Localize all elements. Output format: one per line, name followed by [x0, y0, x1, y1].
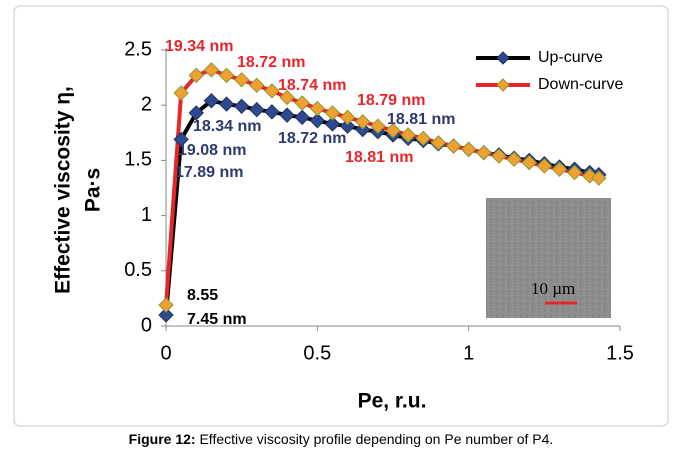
marker [385, 122, 401, 139]
marker [158, 297, 174, 313]
marker [264, 83, 280, 99]
annotation: 18.72 nm [237, 54, 305, 71]
marker [203, 93, 220, 109]
marker [218, 67, 235, 84]
y-axis-label: Pa·s [82, 168, 105, 212]
marker [173, 131, 189, 148]
marker [591, 170, 607, 186]
marker [415, 130, 431, 147]
marker [294, 109, 310, 126]
annotation: 18.34 nm [193, 118, 261, 135]
marker [339, 118, 356, 134]
annotation: 7.45 nm [187, 311, 247, 328]
inset-label: 10 µm [531, 279, 575, 298]
inset-image [486, 198, 611, 318]
marker [400, 127, 416, 143]
marker [324, 116, 341, 132]
marker [491, 148, 507, 164]
marker [355, 121, 371, 138]
marker [521, 154, 537, 171]
marker [506, 151, 522, 168]
marker [294, 95, 310, 111]
frame [13, 5, 669, 427]
marker [249, 77, 265, 94]
y-tick-label: 2 [141, 93, 152, 115]
marker [264, 104, 280, 120]
marker [324, 105, 341, 121]
annotation: 8.55 [187, 287, 218, 304]
annotation: 19.08 nm [178, 142, 246, 159]
x-tick-label: 1 [463, 342, 474, 364]
marker [460, 141, 477, 158]
x-tick-label: 1.5 [606, 342, 634, 364]
annotation: 19.34 nm [165, 38, 233, 55]
y-tick-label: 2.5 [124, 38, 152, 60]
marker [279, 107, 295, 123]
x-tick-label: 0 [160, 342, 171, 364]
marker [173, 85, 189, 101]
marker [233, 98, 250, 115]
marker [445, 138, 462, 154]
y-tick-label: 0.5 [124, 259, 152, 281]
legend-marker [496, 51, 510, 65]
marker [249, 101, 265, 118]
annotation: 18.81 nm [387, 111, 455, 128]
marker [233, 72, 250, 88]
marker [188, 67, 204, 84]
marker [309, 100, 326, 117]
x-axis-label: Pe, r.u. [358, 390, 427, 413]
y-tick-label: 1.5 [124, 149, 152, 171]
caption: Figure 12: Effective viscosity profile d… [129, 431, 554, 447]
annotation: 18.74 nm [278, 77, 346, 94]
y-tick-label: 0 [141, 314, 152, 336]
y-tick-label: 1 [141, 204, 152, 226]
caption-text: Effective viscosity profile depending on… [196, 431, 554, 447]
annotation: 17.89 nm [175, 164, 243, 181]
marker [339, 109, 356, 126]
marker [551, 161, 568, 177]
marker [203, 62, 220, 78]
caption-label: Figure 12: [129, 431, 196, 447]
marker [566, 164, 583, 181]
y-axis-label: Effective viscosity η, [52, 86, 75, 294]
marker [370, 118, 386, 134]
marker [279, 89, 295, 106]
x-tick-label: 0.5 [303, 342, 331, 364]
legend-marker [496, 78, 510, 92]
marker [158, 307, 174, 323]
marker [430, 135, 447, 151]
marker [476, 144, 492, 161]
annotation: 18.81 nm [345, 149, 413, 166]
marker [188, 105, 204, 121]
marker [309, 112, 326, 129]
legend-label: Up-curve [538, 49, 603, 66]
annotation: 18.79 nm [357, 92, 425, 109]
legend-label: Down-curve [538, 76, 623, 93]
annotation: 18.72 nm [278, 130, 346, 147]
marker [355, 114, 371, 130]
marker [218, 96, 235, 112]
marker [536, 158, 553, 174]
